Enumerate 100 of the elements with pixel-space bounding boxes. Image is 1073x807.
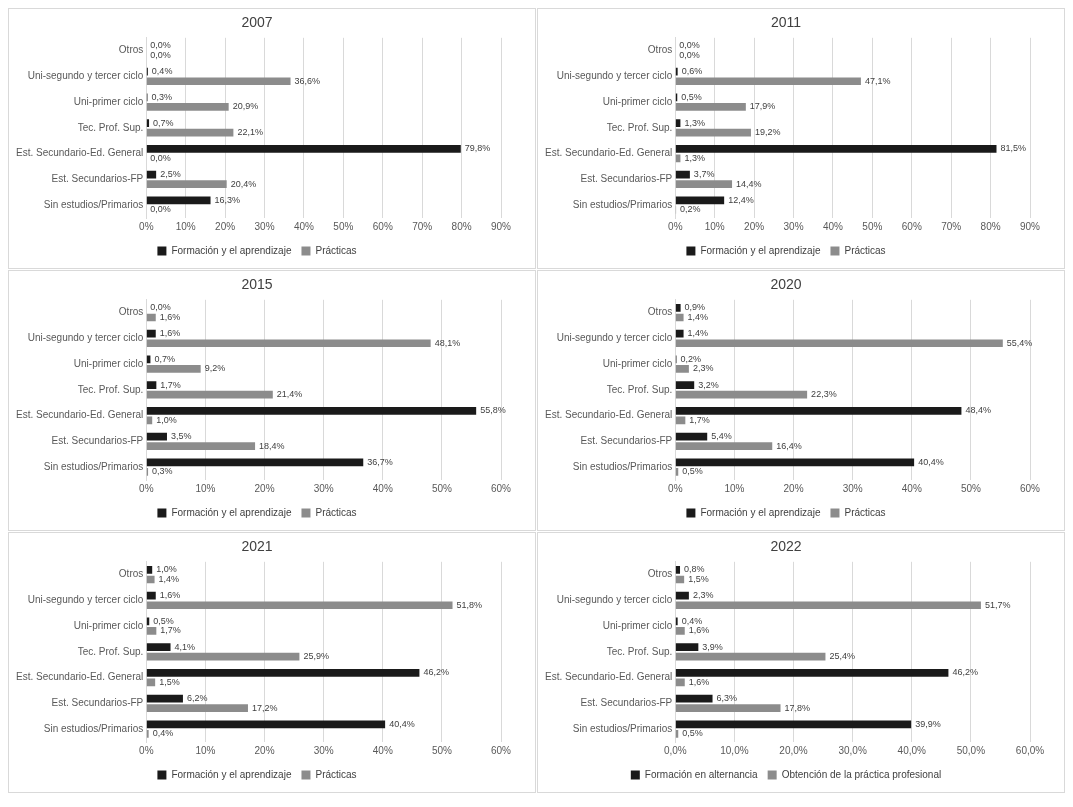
data-label: 46,2% — [952, 667, 978, 678]
y-tick-label: Est. Secundario-Ed. General — [15, 671, 144, 683]
bar — [146, 694, 183, 703]
x-tick-label: 30% — [313, 482, 334, 494]
data-label: 0,5% — [682, 466, 703, 477]
x-tick-label: 70% — [941, 220, 962, 232]
x-tick-label: 0,0% — [663, 744, 687, 756]
data-label: 20,9% — [232, 101, 259, 112]
data-label: 51,8% — [456, 599, 483, 610]
bar — [146, 390, 273, 399]
bar — [146, 720, 386, 729]
x-tick-label: 80% — [451, 220, 472, 232]
y-tick-label: Uni-primer ciclo — [73, 357, 144, 369]
x-tick-label: 20% — [783, 482, 804, 494]
y-tick-label: Est. Secundarios-FP — [51, 173, 144, 185]
y-tick-label: Est. Secundarios-FP — [51, 435, 144, 447]
y-tick-label: Tec. Prof. Sup. — [606, 383, 673, 395]
legend-label: Formación y el aprendizaje — [700, 244, 821, 256]
data-label: 1,0% — [156, 414, 177, 425]
bar — [146, 704, 248, 713]
x-tick-label: 0% — [668, 482, 683, 494]
data-label: 3,2% — [698, 379, 719, 390]
bar — [146, 339, 431, 348]
data-label: 40,4% — [389, 718, 415, 729]
data-label: 1,4% — [687, 311, 709, 322]
x-tick-label: 60,0% — [1015, 744, 1045, 756]
y-tick-label: Est. Secundario-Ed. General — [544, 671, 673, 683]
legend-label: Prácticas — [315, 506, 357, 518]
legend-label: Formación y el aprendizaje — [171, 506, 292, 518]
y-tick-label: Otros — [647, 306, 673, 318]
y-tick-label: Tec. Prof. Sup. — [606, 645, 673, 657]
bar — [675, 313, 684, 322]
bar — [146, 196, 211, 205]
bar — [675, 678, 685, 687]
bar — [675, 303, 681, 312]
data-label: 0,0% — [150, 40, 171, 51]
bar — [146, 652, 300, 661]
x-tick-label: 20% — [215, 220, 236, 232]
data-label: 0,9% — [684, 302, 706, 313]
bar — [146, 591, 156, 600]
legend-label: Formación y el aprendizaje — [171, 244, 292, 256]
data-label: 0,4% — [681, 615, 703, 626]
data-label: 1,4% — [687, 328, 709, 339]
data-label: 1,3% — [684, 117, 705, 128]
y-tick-label: Est. Secundarios-FP — [51, 697, 144, 709]
x-tick-label: 90% — [490, 220, 512, 232]
chart-title: 2015 — [241, 276, 273, 293]
bar — [675, 565, 681, 574]
y-tick-label: Uni-segundo y tercer ciclo — [556, 332, 673, 344]
data-label: 12,4% — [728, 194, 754, 205]
y-tick-label: Uni-primer ciclo — [602, 619, 673, 631]
data-label: 79,8% — [464, 143, 491, 154]
x-tick-label: 60% — [901, 220, 922, 232]
data-label: 1,6% — [688, 676, 710, 687]
x-tick-label: 90% — [1019, 220, 1041, 232]
bar — [675, 627, 685, 635]
data-label: 0,4% — [151, 66, 173, 77]
bar — [675, 442, 773, 451]
x-tick-label: 40% — [822, 220, 844, 232]
data-label: 0,3% — [152, 466, 173, 477]
bar — [146, 432, 167, 441]
legend-label: Prácticas — [844, 506, 886, 518]
x-tick-label: 40% — [901, 482, 922, 494]
data-label: 1,4% — [158, 573, 180, 584]
x-tick-label: 50,0% — [956, 744, 986, 756]
data-label: 36,6% — [294, 75, 321, 86]
y-tick-label: Uni-primer ciclo — [602, 357, 673, 369]
data-label: 0,2% — [680, 353, 701, 364]
bar — [146, 406, 477, 415]
bar — [146, 180, 227, 189]
x-tick-label: 10,0% — [720, 744, 749, 756]
x-tick-label: 0% — [668, 220, 683, 232]
data-label: 81,5% — [1000, 143, 1027, 154]
x-tick-label: 30% — [842, 482, 863, 494]
data-label: 16,3% — [214, 194, 241, 205]
data-label: 0,0% — [679, 40, 700, 51]
bar — [146, 442, 256, 451]
data-label: 1,7% — [160, 625, 181, 636]
data-label: 6,2% — [186, 693, 208, 704]
data-label: 2,5% — [160, 169, 181, 180]
legend-label: Formación y el aprendizaje — [171, 768, 292, 780]
legend-label: Obtención de la práctica profesional — [781, 768, 942, 780]
y-tick-label: Est. Secundarios-FP — [580, 697, 673, 709]
x-tick-label: 10% — [175, 220, 196, 232]
x-tick-label: 60% — [490, 744, 512, 756]
data-label: 17,8% — [784, 702, 811, 713]
y-tick-label: Otros — [647, 44, 673, 56]
y-tick-label: Tec. Prof. Sup. — [77, 645, 144, 657]
data-label: 0,3% — [151, 91, 172, 102]
bar — [675, 704, 781, 713]
chart-title: 2007 — [241, 14, 273, 31]
data-label: 9,2% — [204, 363, 226, 374]
x-tick-label: 10% — [724, 482, 745, 494]
x-tick-label: 40% — [372, 482, 393, 494]
bar — [146, 601, 453, 610]
y-tick-label: Est. Secundario-Ed. General — [544, 147, 673, 159]
data-label: 55,8% — [480, 405, 506, 416]
data-label: 36,7% — [367, 456, 393, 467]
data-label: 0,0% — [150, 152, 171, 163]
x-tick-label: 60% — [490, 482, 512, 494]
